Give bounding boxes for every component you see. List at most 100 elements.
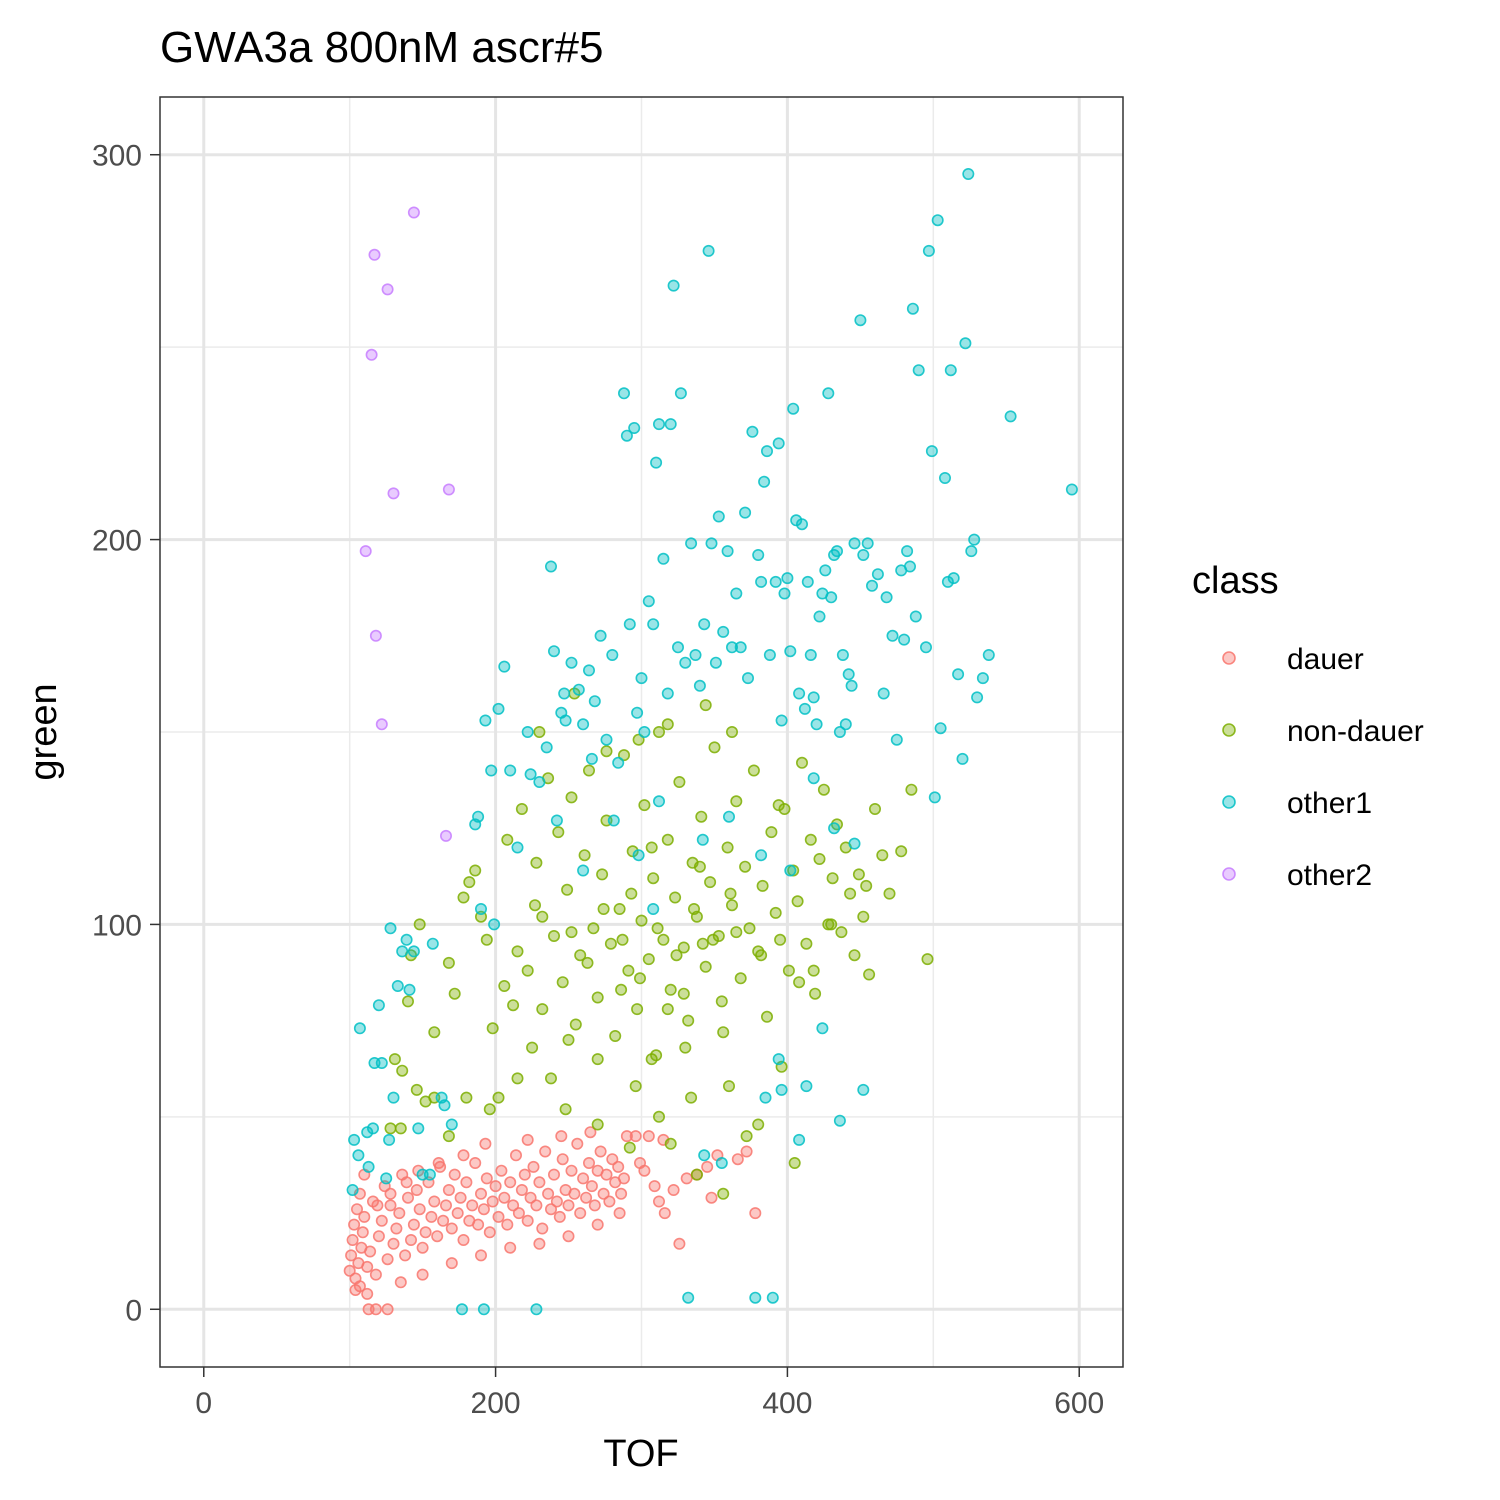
data-point-other1 bbox=[746, 425, 759, 438]
data-point-non-dauer bbox=[747, 764, 760, 777]
data-point-non-dauer bbox=[664, 1137, 677, 1150]
data-point-other1 bbox=[778, 587, 791, 600]
data-point-other1 bbox=[544, 560, 557, 573]
legend-label-other2: other2 bbox=[1287, 859, 1372, 892]
data-point-other1 bbox=[504, 764, 517, 777]
data-point-other1 bbox=[362, 1160, 375, 1173]
data-point-other1 bbox=[606, 648, 619, 661]
data-point-other1 bbox=[755, 849, 768, 862]
data-point-other1 bbox=[638, 725, 651, 738]
data-point-other1 bbox=[485, 764, 498, 777]
data-point-other1 bbox=[865, 579, 878, 592]
data-point-dauer bbox=[364, 1245, 377, 1258]
data-point-non-dauer bbox=[772, 799, 785, 812]
data-point-dauer bbox=[620, 1130, 633, 1143]
data-point-other1 bbox=[547, 645, 560, 658]
data-point-other1 bbox=[620, 429, 633, 442]
data-point-dauer bbox=[371, 1199, 384, 1212]
data-point-dauer bbox=[648, 1180, 661, 1193]
data-point-other1 bbox=[511, 841, 524, 854]
data-point-dauer bbox=[701, 1160, 714, 1173]
data-point-non-dauer bbox=[448, 987, 461, 1000]
data-point-dauer bbox=[504, 1241, 517, 1254]
data-point-non-dauer bbox=[857, 910, 870, 923]
data-point-non-dauer bbox=[480, 933, 493, 946]
data-point-other2 bbox=[407, 206, 420, 219]
data-point-other1 bbox=[828, 822, 841, 835]
data-point-non-dauer bbox=[629, 1080, 642, 1093]
data-point-other1 bbox=[696, 833, 709, 846]
data-point-other1 bbox=[346, 1184, 359, 1197]
data-point-dauer bbox=[498, 1191, 511, 1204]
data-point-dauer bbox=[553, 1210, 566, 1223]
data-point-dauer bbox=[550, 1195, 563, 1208]
data-point-non-dauer bbox=[533, 725, 546, 738]
data-point-dauer bbox=[448, 1168, 461, 1181]
data-point-other1 bbox=[759, 1091, 772, 1104]
data-point-dauer bbox=[348, 1218, 361, 1231]
data-point-dauer bbox=[568, 1187, 581, 1200]
data-point-other1 bbox=[372, 999, 385, 1012]
data-point-non-dauer bbox=[895, 845, 908, 858]
data-point-other1 bbox=[816, 1022, 829, 1035]
data-point-non-dauer bbox=[645, 841, 658, 854]
data-point-dauer bbox=[527, 1160, 540, 1173]
data-point-non-dauer bbox=[528, 899, 541, 912]
legend-title: class bbox=[1192, 560, 1279, 602]
data-point-other1 bbox=[848, 837, 861, 850]
data-point-other1 bbox=[787, 402, 800, 415]
data-point-dauer bbox=[358, 1210, 371, 1223]
data-point-non-dauer bbox=[679, 1041, 692, 1054]
data-point-other1 bbox=[689, 648, 702, 661]
data-point-other1 bbox=[886, 629, 899, 642]
data-point-other1 bbox=[438, 1099, 451, 1112]
data-point-dauer bbox=[431, 1230, 444, 1243]
data-point-non-dauer bbox=[800, 937, 813, 950]
data-point-other1 bbox=[857, 1083, 870, 1096]
data-point-non-dauer bbox=[690, 1168, 703, 1181]
data-point-non-dauer bbox=[559, 1103, 572, 1116]
data-point-other1 bbox=[903, 560, 916, 573]
data-point-non-dauer bbox=[498, 979, 511, 992]
data-point-other1 bbox=[674, 387, 687, 400]
data-point-non-dauer bbox=[734, 972, 747, 985]
data-point-other1 bbox=[530, 1303, 543, 1316]
data-point-other1 bbox=[934, 722, 947, 735]
data-point-other1 bbox=[793, 687, 806, 700]
data-point-other1 bbox=[717, 625, 730, 638]
data-point-other1 bbox=[800, 1080, 813, 1093]
data-point-other1 bbox=[558, 687, 571, 700]
data-point-other2 bbox=[375, 718, 388, 731]
data-point-dauer bbox=[457, 1234, 470, 1247]
data-point-other1 bbox=[798, 702, 811, 715]
data-point-other1 bbox=[685, 537, 698, 550]
data-point-dauer bbox=[489, 1180, 502, 1193]
data-point-dauer bbox=[731, 1153, 744, 1166]
data-point-dauer bbox=[343, 1264, 356, 1277]
data-point-other1 bbox=[772, 437, 785, 450]
data-point-non-dauer bbox=[645, 1053, 658, 1066]
data-point-other2 bbox=[368, 248, 381, 261]
data-point-non-dauer bbox=[788, 1157, 801, 1170]
data-point-dauer bbox=[544, 1203, 557, 1216]
data-point-non-dauer bbox=[565, 926, 578, 939]
data-point-other1 bbox=[635, 672, 648, 685]
data-point-other1 bbox=[810, 718, 823, 731]
data-point-other1 bbox=[657, 552, 670, 565]
data-point-non-dauer bbox=[760, 1010, 773, 1023]
data-point-other1 bbox=[652, 795, 665, 808]
data-point-dauer bbox=[407, 1218, 420, 1231]
data-point-dauer bbox=[518, 1168, 531, 1181]
data-point-dauer bbox=[524, 1191, 537, 1204]
data-point-other1 bbox=[631, 706, 644, 719]
data-point-dauer bbox=[454, 1191, 467, 1204]
data-point-non-dauer bbox=[562, 1033, 575, 1046]
data-point-other1 bbox=[387, 1091, 400, 1104]
data-point-non-dauer bbox=[677, 941, 690, 954]
data-point-dauer bbox=[580, 1191, 593, 1204]
data-point-non-dauer bbox=[817, 783, 830, 796]
y-axis-title: green bbox=[23, 683, 65, 780]
data-point-other1 bbox=[705, 537, 718, 550]
x-tick-label: 0 bbox=[195, 1387, 212, 1420]
data-point-non-dauer bbox=[752, 1118, 765, 1131]
